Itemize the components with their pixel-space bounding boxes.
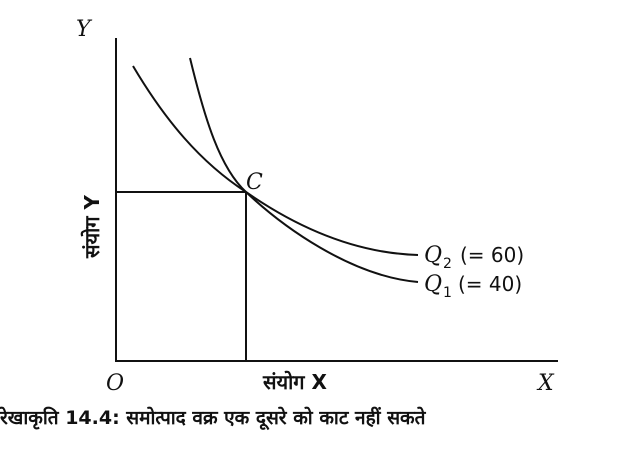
curve-label-q1: Q 1 (= 40) xyxy=(424,272,522,301)
curve-label-q1-sub: 1 xyxy=(443,285,452,301)
curve-label-q2-sub: 2 xyxy=(443,256,452,272)
curve-label-q2-main: Q xyxy=(424,243,442,268)
x-axis-title: संयोग X xyxy=(262,370,328,394)
intersection-label: C xyxy=(246,170,263,195)
origin-label: O xyxy=(106,371,124,396)
curve-label-q1-value: (= 40) xyxy=(458,272,522,296)
curve-label-q2-value: (= 60) xyxy=(460,243,524,267)
y-axis-letter: Y xyxy=(76,17,93,42)
curve-label-q2: Q 2 (= 60) xyxy=(424,243,524,272)
figure-caption: रेखाकृति 14.4: समोत्पाद वक्र एक दूसरे को… xyxy=(0,407,426,429)
curve-label-q1-main: Q xyxy=(424,272,442,297)
isoquant-curve-q2 xyxy=(132,65,419,256)
x-axis-letter: X xyxy=(536,371,555,396)
isoquant-curve-q1 xyxy=(189,57,419,283)
y-axis-title: संयोग Y xyxy=(80,194,104,259)
